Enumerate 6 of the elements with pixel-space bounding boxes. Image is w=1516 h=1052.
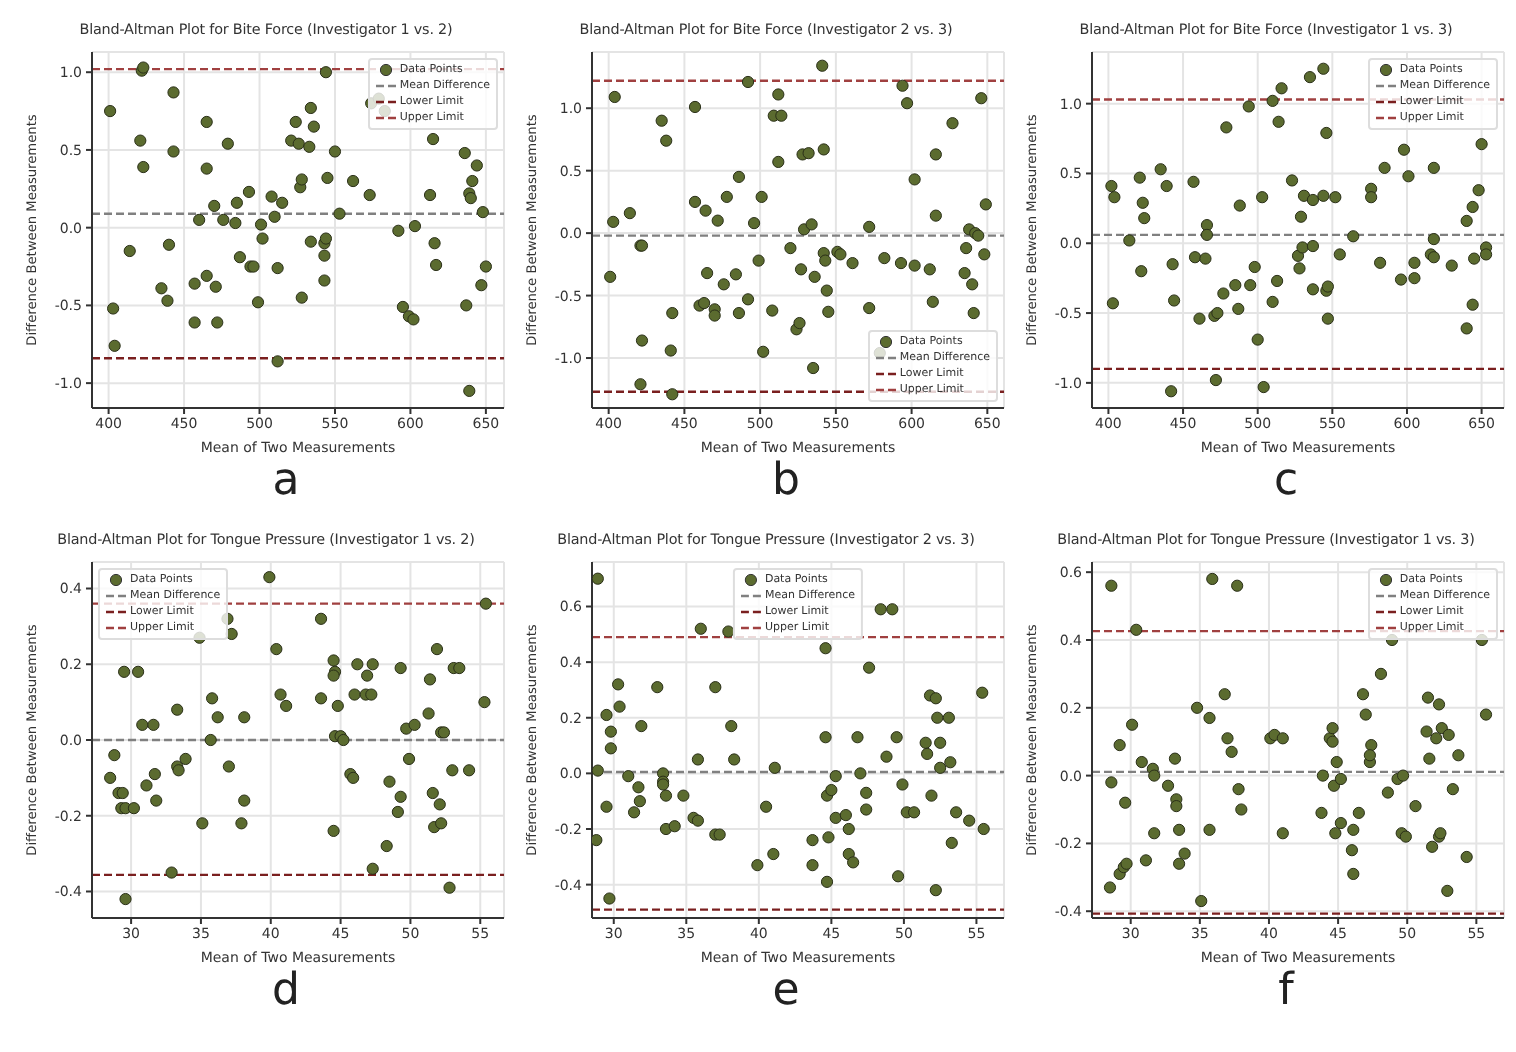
text: c [1271,456,1301,508]
text: b [770,456,802,508]
text: f [1276,966,1297,1018]
text: e [770,966,802,1018]
text: d [270,966,302,1018]
text: a [270,456,302,508]
